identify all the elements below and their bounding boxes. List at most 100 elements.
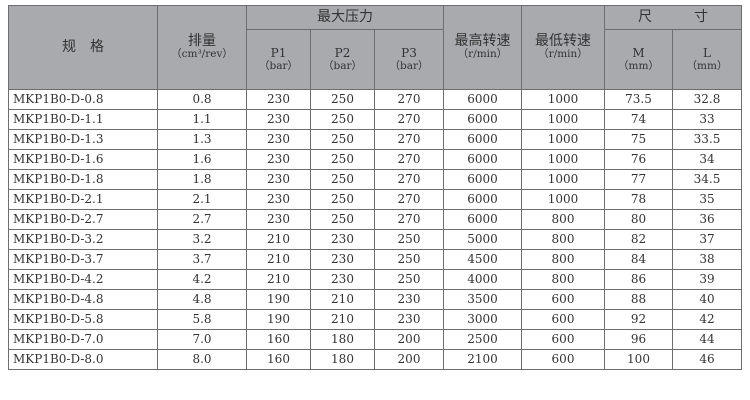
table-cell: 76 (604, 149, 673, 170)
table-cell: 5.8 (157, 309, 247, 330)
table-cell: 230 (246, 209, 311, 230)
header-p1-label: P1 (270, 45, 287, 60)
table-cell: 46 (672, 349, 742, 370)
header-l: L （mm） (672, 29, 742, 90)
table-cell: 4500 (443, 249, 522, 270)
header-p3: P3 （bar） (374, 29, 444, 90)
table-cell: 230 (246, 109, 311, 130)
table-cell: 270 (374, 209, 444, 230)
table-row: MKP1B0-D-7.0 7.0 160 180 200 2500 600 96 44 (8, 329, 742, 350)
header-spec: 规 格 (8, 5, 158, 90)
header-p2-label: P2 (334, 45, 351, 60)
table-cell: 40 (672, 289, 742, 310)
table-row: MKP1B0-D-3.2 3.2 210 230 250 5000 800 82 37 (8, 229, 742, 250)
table-cell: 230 (374, 289, 444, 310)
header-max-speed-unit: （r/min） (457, 47, 508, 60)
table-row: MKP1B0-D-4.2 4.2 210 230 250 4000 800 86 39 (8, 269, 742, 290)
header-m-unit: （mm） (618, 59, 659, 72)
table-cell: 100 (604, 349, 673, 370)
header-min-speed: 最低转速 （r/min） (521, 5, 605, 90)
header-m: M （mm） (604, 29, 673, 90)
table-cell: 180 (310, 329, 375, 350)
table-cell: 3.7 (157, 249, 247, 270)
header-min-speed-label: 最低转速 (535, 32, 591, 49)
table-cell: 230 (246, 89, 311, 110)
table-cell: MKP1B0-D-1.6 (8, 149, 158, 170)
table-cell: 270 (374, 149, 444, 170)
table-cell: 4.8 (157, 289, 247, 310)
table-cell: 210 (246, 229, 311, 250)
table-cell: 74 (604, 109, 673, 130)
table-cell: 270 (374, 169, 444, 190)
table-cell: 2100 (443, 349, 522, 370)
table-cell: 32.8 (672, 89, 742, 110)
table-row: MKP1B0-D-1.8 1.8 230 250 270 6000 1000 77 34.5 (8, 169, 742, 190)
table-cell: 39 (672, 269, 742, 290)
table-cell: 84 (604, 249, 673, 270)
table-cell: MKP1B0-D-8.0 (8, 349, 158, 370)
table-cell: 73.5 (604, 89, 673, 110)
table-cell: 6000 (443, 149, 522, 170)
table-cell: 78 (604, 189, 673, 210)
table-cell: 3.2 (157, 229, 247, 250)
table-cell: 1.8 (157, 169, 247, 190)
table-cell: 6000 (443, 169, 522, 190)
header-min-speed-unit: （r/min） (538, 47, 588, 60)
table-cell: MKP1B0-D-1.8 (8, 169, 158, 190)
table-cell: 250 (310, 109, 375, 130)
table-row: MKP1B0-D-3.7 3.7 210 230 250 4500 800 84 38 (8, 249, 742, 270)
table-cell: 800 (521, 249, 605, 270)
table-cell: 38 (672, 249, 742, 270)
table-row: MKP1B0-D-0.8 0.8 230 250 270 6000 1000 73.5 32.8 (8, 89, 742, 110)
header-m-label: M (632, 45, 645, 60)
table-cell: 92 (604, 309, 673, 330)
table-cell: 1000 (521, 89, 605, 110)
table-cell: 800 (521, 229, 605, 250)
table-cell: 6000 (443, 189, 522, 210)
table-cell: 1000 (521, 129, 605, 150)
table-cell: MKP1B0-D-3.7 (8, 249, 158, 270)
table-cell: 160 (246, 349, 311, 370)
table-cell: 1.1 (157, 109, 247, 130)
table-cell: 250 (310, 169, 375, 190)
table-cell: 270 (374, 89, 444, 110)
table-cell: 6000 (443, 209, 522, 230)
table-cell: 0.8 (157, 89, 247, 110)
table-cell: 1000 (521, 169, 605, 190)
table-cell: 8.0 (157, 349, 247, 370)
table-cell: MKP1B0-D-1.1 (8, 109, 158, 130)
table-cell: 7.0 (157, 329, 247, 350)
table-cell: 75 (604, 129, 673, 150)
table-cell: 250 (310, 189, 375, 210)
table-cell: 34.5 (672, 169, 742, 190)
table-cell: 230 (246, 129, 311, 150)
table-cell: 230 (246, 189, 311, 210)
table-cell: 800 (521, 269, 605, 290)
table-cell: 42 (672, 309, 742, 330)
table-cell: 82 (604, 229, 673, 250)
table-cell: 800 (521, 209, 605, 230)
header-displacement-unit: （cm³/rev） (171, 47, 233, 60)
table-cell: 270 (374, 189, 444, 210)
table-cell: 210 (246, 269, 311, 290)
table-cell: 2.1 (157, 189, 247, 210)
table-cell: 250 (310, 209, 375, 230)
header-displacement: 排量 （cm³/rev） (157, 5, 247, 90)
table-cell: MKP1B0-D-0.8 (8, 89, 158, 110)
header-p1: P1 （bar） (246, 29, 311, 90)
table-cell: 230 (374, 309, 444, 330)
header-p2-unit: （bar） (322, 59, 362, 72)
table-cell: 33 (672, 109, 742, 130)
table-cell: 1.3 (157, 129, 247, 150)
table-cell: 190 (246, 309, 311, 330)
table-cell: 600 (521, 329, 605, 350)
table-cell: 80 (604, 209, 673, 230)
table-cell: 96 (604, 329, 673, 350)
table-row: MKP1B0-D-1.3 1.3 230 250 270 6000 1000 75 33.5 (8, 129, 742, 150)
table-cell: 88 (604, 289, 673, 310)
table-cell: 250 (374, 249, 444, 270)
table-cell: 6000 (443, 89, 522, 110)
table-cell: 4000 (443, 269, 522, 290)
table-cell: 200 (374, 349, 444, 370)
header-max-pressure: 最大压力 (246, 5, 444, 30)
